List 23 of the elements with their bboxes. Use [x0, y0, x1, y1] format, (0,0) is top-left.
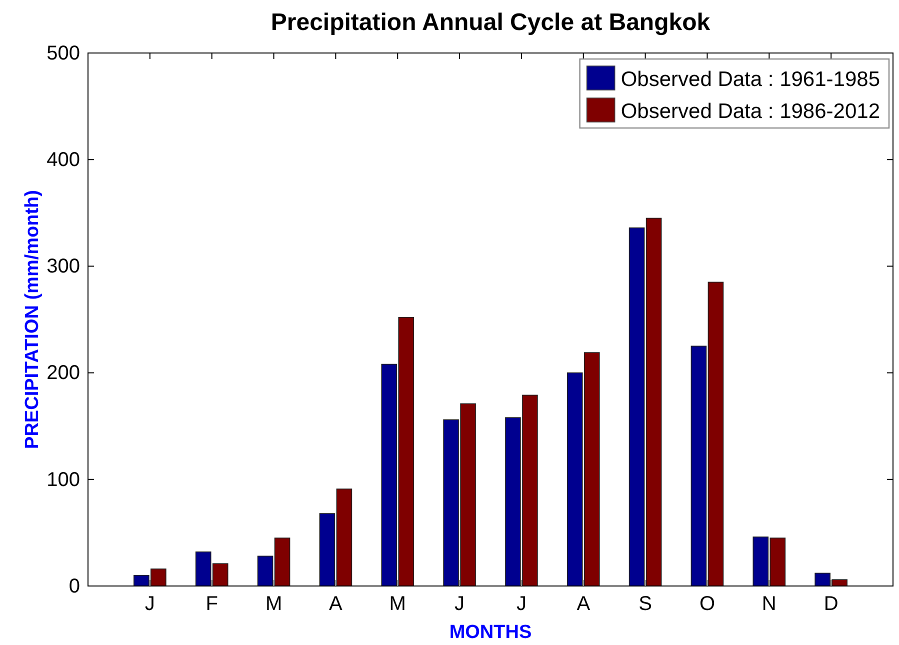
x-tick-label: J — [144, 593, 155, 616]
legend-label: Observed Data : 1986-2012 — [620, 100, 880, 123]
y-tick-label: 200 — [46, 362, 80, 384]
x-tick-label: M — [265, 593, 282, 616]
y-tick-label: 300 — [46, 256, 80, 278]
y-tick-label: 500 — [46, 42, 80, 64]
y-tick-label: 100 — [46, 468, 80, 491]
x-axis-title: MONTHS — [449, 622, 532, 643]
x-tick-label: O — [699, 593, 716, 616]
x-tick-label: S — [638, 593, 652, 616]
y-tick-label: 400 — [46, 149, 80, 171]
y-axis-title: PRECIPITATION (mm/month) — [22, 190, 43, 449]
x-tick-label: D — [824, 593, 838, 616]
y-tick-label: 0 — [68, 575, 80, 598]
x-tick-label: F — [206, 593, 218, 616]
x-tick-label: J — [454, 593, 465, 616]
chart-title: Precipitation Annual Cycle at Bangkok — [270, 9, 711, 36]
x-tick-label: J — [516, 593, 526, 616]
x-tick-label: M — [389, 593, 406, 616]
x-tick-label: N — [762, 593, 776, 616]
x-tick-label: A — [329, 593, 344, 616]
legend-label: Observed Data : 1961-1985 — [620, 68, 880, 91]
x-tick-label: A — [576, 593, 591, 616]
